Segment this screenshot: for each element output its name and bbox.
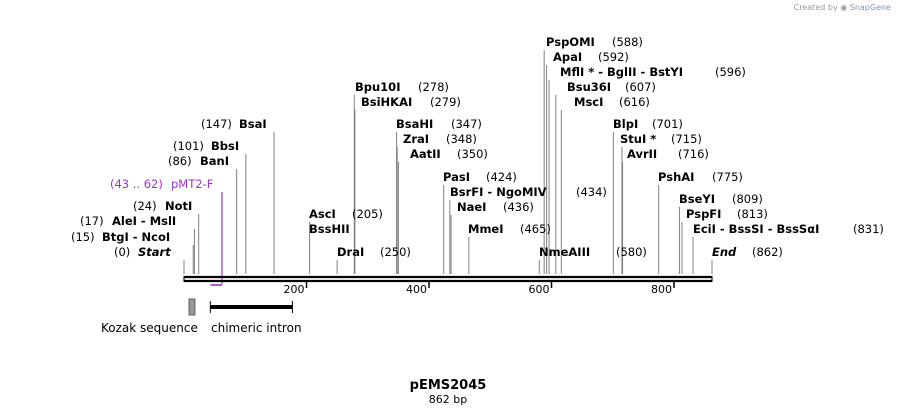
site-label-bsai[interactable]: (147) BsaI [201, 117, 267, 131]
watermark-brand: SnapGene [849, 3, 891, 12]
site-label-bsu36i[interactable]: Bsu36I (607) [567, 80, 656, 94]
site-label-pspfi[interactable]: PspFI (813) [686, 207, 768, 221]
site-label-btgi-ncoi[interactable]: (15) BtgI - NcoI [71, 230, 170, 244]
site-label-bsrfi-ngomiv[interactable]: BsrFI - NgoMIV (434) [450, 185, 607, 199]
site-label-avrii[interactable]: AvrII (716) [627, 147, 709, 161]
right-site-labels: PspOMI (588) ApaI (592) MflI * - BglII - B… [309, 35, 884, 259]
site-label-pspomi[interactable]: PspOMI (588) [546, 35, 643, 49]
ruler-label: 600 [529, 283, 550, 296]
snapgene-watermark: Created by ◉ SnapGene [794, 3, 891, 12]
ruler-label: 200 [284, 283, 305, 296]
site-label-apai[interactable]: ApaI (592) [553, 50, 629, 64]
left-site-labels: (147) BsaI (101) BbsI (86) BanI (24) NotI (1… [71, 117, 267, 259]
watermark-prefix: Created by [793, 3, 838, 12]
feature-label-kozak: Kozak sequence [101, 321, 198, 335]
site-label-ecii-bsssi-bsssai[interactable]: EciI - BssSI - BssSαI (831) [693, 222, 884, 236]
site-label-naei[interactable]: NaeI (436) [457, 200, 534, 214]
site-label-bpu10i[interactable]: Bpu10I (278) [355, 80, 449, 94]
site-label-zrai[interactable]: ZraI (348) [403, 132, 477, 146]
site-label-bsshii[interactable]: BssHII [309, 222, 350, 236]
ruler-label: 800 [651, 283, 672, 296]
feature-chimeric-intron[interactable] [209, 301, 293, 313]
site-label-bsihkai[interactable]: BsiHKAI (279) [361, 95, 461, 109]
site-label-start[interactable]: (0) Start [114, 245, 171, 259]
site-label-pshai[interactable]: PshAI (775) [658, 170, 743, 184]
site-label-end[interactable]: End (862) [712, 245, 783, 259]
site-label-blpi[interactable]: BlpI (701) [613, 117, 683, 131]
site-label-pasi[interactable]: PasI (424) [443, 170, 517, 184]
site-tick-lines [183, 50, 713, 274]
feature-kozak-sequence[interactable] [188, 298, 196, 316]
plasmid-name: pEMS2045 [410, 378, 487, 393]
site-label-bbsi[interactable]: (101) BbsI [173, 139, 239, 153]
site-label-bani[interactable]: (86) BanI [168, 154, 229, 168]
site-label-bsahi[interactable]: BsaHI (347) [396, 117, 482, 131]
ruler-label: 400 [406, 283, 427, 296]
site-label-bseyi[interactable]: BseYI (809) [679, 192, 763, 206]
site-label-drai[interactable]: DraI (250) [337, 245, 411, 259]
site-label-aatii[interactable]: AatII (350) [410, 147, 488, 161]
site-label-stui[interactable]: StuI * (715) [620, 132, 702, 146]
site-label-mfli-bglii-bstyi[interactable]: MflI * - BglII - BstYI (596) [560, 65, 746, 79]
site-label-noti[interactable]: (24) NotI [133, 199, 192, 213]
primer-label-pmt2-f[interactable]: (43 .. 62) pMT2-F [110, 177, 213, 191]
site-label-alei-msli[interactable]: (17) AleI - MslI [80, 214, 176, 228]
site-label-msci[interactable]: MscI (616) [574, 95, 650, 109]
feature-label-intron: chimeric intron [211, 321, 302, 335]
snapgene-logo-icon: ◉ [840, 3, 848, 12]
site-label-mmei[interactable]: MmeI (465) [468, 222, 551, 236]
site-label-nmeaiii[interactable]: NmeAIII (580) [539, 245, 647, 259]
sequence-backbone [183, 275, 713, 283]
plasmid-length: 862 bp [429, 393, 467, 406]
bp-ruler: 200 400 600 800 [284, 281, 675, 296]
site-label-asci[interactable]: AscI (205) [309, 207, 383, 221]
